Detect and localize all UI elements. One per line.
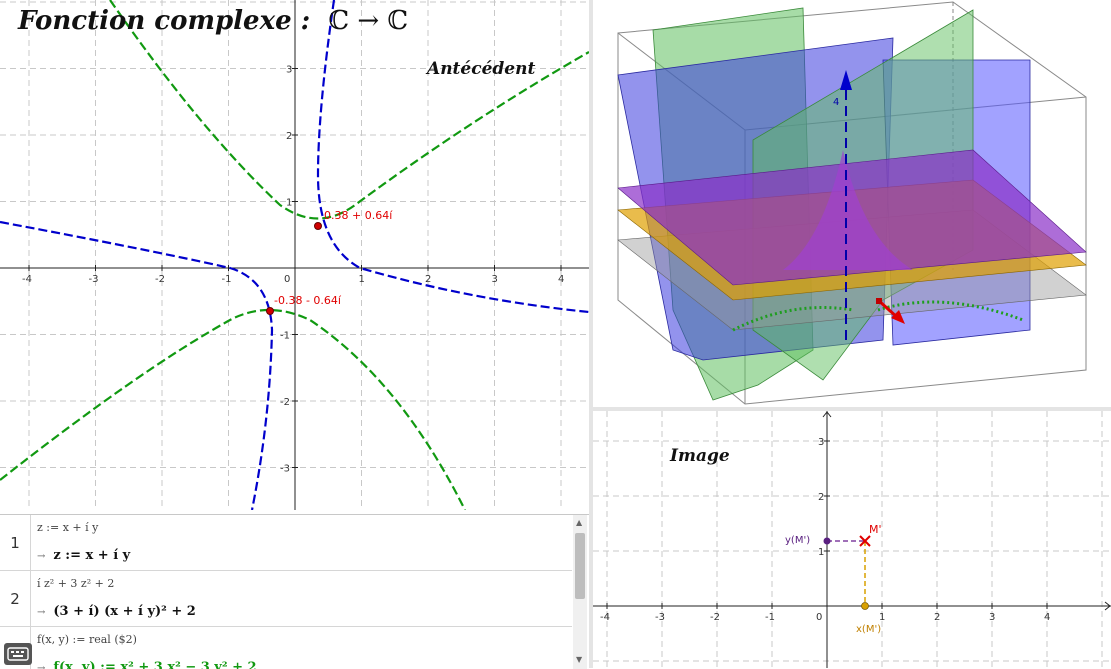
- x-tick-label: -4: [600, 612, 610, 623]
- cas-row-number: 1: [0, 515, 31, 570]
- y-tick-label: -3: [280, 464, 290, 475]
- x-tick-label: -2: [155, 274, 165, 285]
- axes: -4 -3 -2 -1 0 1 2 3 4 3 2 1: [593, 411, 1111, 668]
- y-tick-label: 3: [818, 437, 824, 448]
- point-m-prime-label: M': [869, 523, 882, 536]
- cas-scrollbar[interactable]: ▲ ▼: [573, 515, 587, 669]
- antecedent-label: Antécédent: [427, 59, 536, 79]
- scroll-up-icon[interactable]: ▲: [576, 518, 583, 527]
- scroll-down-icon[interactable]: ▼: [576, 655, 583, 664]
- point-z2-label: -0.38 - 0.64í: [274, 294, 342, 307]
- cas-input[interactable]: z := x + í y: [37, 521, 99, 534]
- green-dotted-curve: [732, 300, 1024, 332]
- x-tick-label: -4: [22, 274, 32, 285]
- x-tick-label: -1: [765, 612, 775, 623]
- cas-row[interactable]: 3 f(x, y) := real ($2) →f(x, y) := x² + …: [0, 627, 572, 669]
- y-tick-label: -2: [280, 397, 290, 408]
- green-curve-upper: [109, 0, 589, 220]
- x-tick-label: 2: [934, 612, 940, 623]
- image-plot[interactable]: -4 -3 -2 -1 0 1 2 3 4 3 2 1 M' y(M') x(M'): [593, 411, 1111, 668]
- blue-curve-lower: [0, 220, 274, 510]
- image-label: Image: [670, 446, 730, 466]
- y-tick-label: 2: [818, 492, 824, 503]
- y-tick-label: 2: [286, 131, 292, 142]
- cas-output: → z := x + í y: [37, 548, 131, 563]
- z-axis-arrow-icon: [840, 70, 852, 90]
- x-projection-point: [861, 602, 869, 610]
- x-tick-label: 1: [359, 274, 365, 285]
- point-m-prime-icon[interactable]: [859, 535, 871, 547]
- point-z1[interactable]: [314, 222, 322, 230]
- keyboard-icon[interactable]: [4, 643, 32, 665]
- x-tick-label: 4: [1044, 612, 1050, 623]
- x-tick-label: 0: [284, 274, 290, 285]
- x-tick-label: 0: [816, 612, 822, 623]
- cas-row[interactable]: 1 z := x + í y → z := x + í y: [0, 515, 572, 571]
- red-vector-arrow-icon: [891, 310, 905, 324]
- red-point[interactable]: [876, 298, 882, 304]
- x-projection-label: x(M'): [856, 624, 881, 635]
- cas-row-number: 2: [0, 571, 31, 626]
- y-tick-label: 1: [818, 547, 824, 558]
- x-tick-label: -1: [222, 274, 232, 285]
- purple-peak: [783, 150, 913, 270]
- 3d-scene[interactable]: 4: [593, 0, 1111, 407]
- x-tick-label: 3: [492, 274, 498, 285]
- y-tick-label: 3: [286, 65, 292, 76]
- graphics-view-antecedent[interactable]: -4 -3 -2 -1 0 1 2 3 4 3 2 1 -1 -2 -3 0.38 + 0.64í -0.3…: [0, 0, 589, 510]
- point-z2[interactable]: [266, 307, 274, 315]
- x-tick-label: 4: [558, 274, 564, 285]
- x-tick-label: 1: [879, 612, 885, 623]
- page-title: Fonction complexe : ℂ → ℂ: [18, 6, 409, 36]
- view-divider-horizontal[interactable]: [593, 407, 1111, 411]
- cas-row[interactable]: 2 í z² + 3 z² + 2 → (3 + í) (x + í y)² + …: [0, 571, 572, 627]
- y-projection-label: y(M'): [785, 535, 810, 546]
- x-tick-label: 3: [989, 612, 995, 623]
- antecedent-plot[interactable]: -4 -3 -2 -1 0 1 2 3 4 3 2 1 -1 -2 -3 0.38 + 0.64í -0.3…: [0, 0, 589, 510]
- axes: -4 -3 -2 -1 0 1 2 3 4 3 2 1 -1 -2 -3: [0, 0, 589, 510]
- graphics-3d-view[interactable]: 4: [593, 0, 1111, 407]
- cas-input[interactable]: í z² + 3 z² + 2: [37, 577, 115, 590]
- graphics-view-image[interactable]: -4 -3 -2 -1 0 1 2 3 4 3 2 1 M' y(M') x(M') Image: [593, 411, 1111, 668]
- y-tick-label: 1: [286, 198, 292, 209]
- x-tick-label: -3: [89, 274, 99, 285]
- cas-output: → f(x, y) := x² + 3 x² − 3 y² + 2: [37, 660, 257, 669]
- x-tick-label: 2: [425, 274, 431, 285]
- scrollbar-thumb[interactable]: [575, 533, 585, 599]
- point-z1-label: 0.38 + 0.64í: [324, 209, 393, 222]
- x-tick-label: -2: [710, 612, 720, 623]
- cas-output: → (3 + í) (x + í y)² + 2: [37, 604, 196, 619]
- view-divider-vertical[interactable]: [589, 0, 593, 668]
- cas-input[interactable]: f(x, y) := real ($2): [37, 633, 137, 646]
- y-tick-label: -1: [280, 331, 290, 342]
- y-projection-point: [823, 537, 831, 545]
- z-axis-tick-label: 4: [833, 97, 839, 108]
- blue-curve-upper: [316, 0, 589, 314]
- cas-view[interactable]: 1 z := x + í y → z := x + í y 2 í z² + 3 …: [0, 514, 589, 669]
- green-curve-lower: [0, 308, 466, 510]
- x-tick-label: -3: [655, 612, 665, 623]
